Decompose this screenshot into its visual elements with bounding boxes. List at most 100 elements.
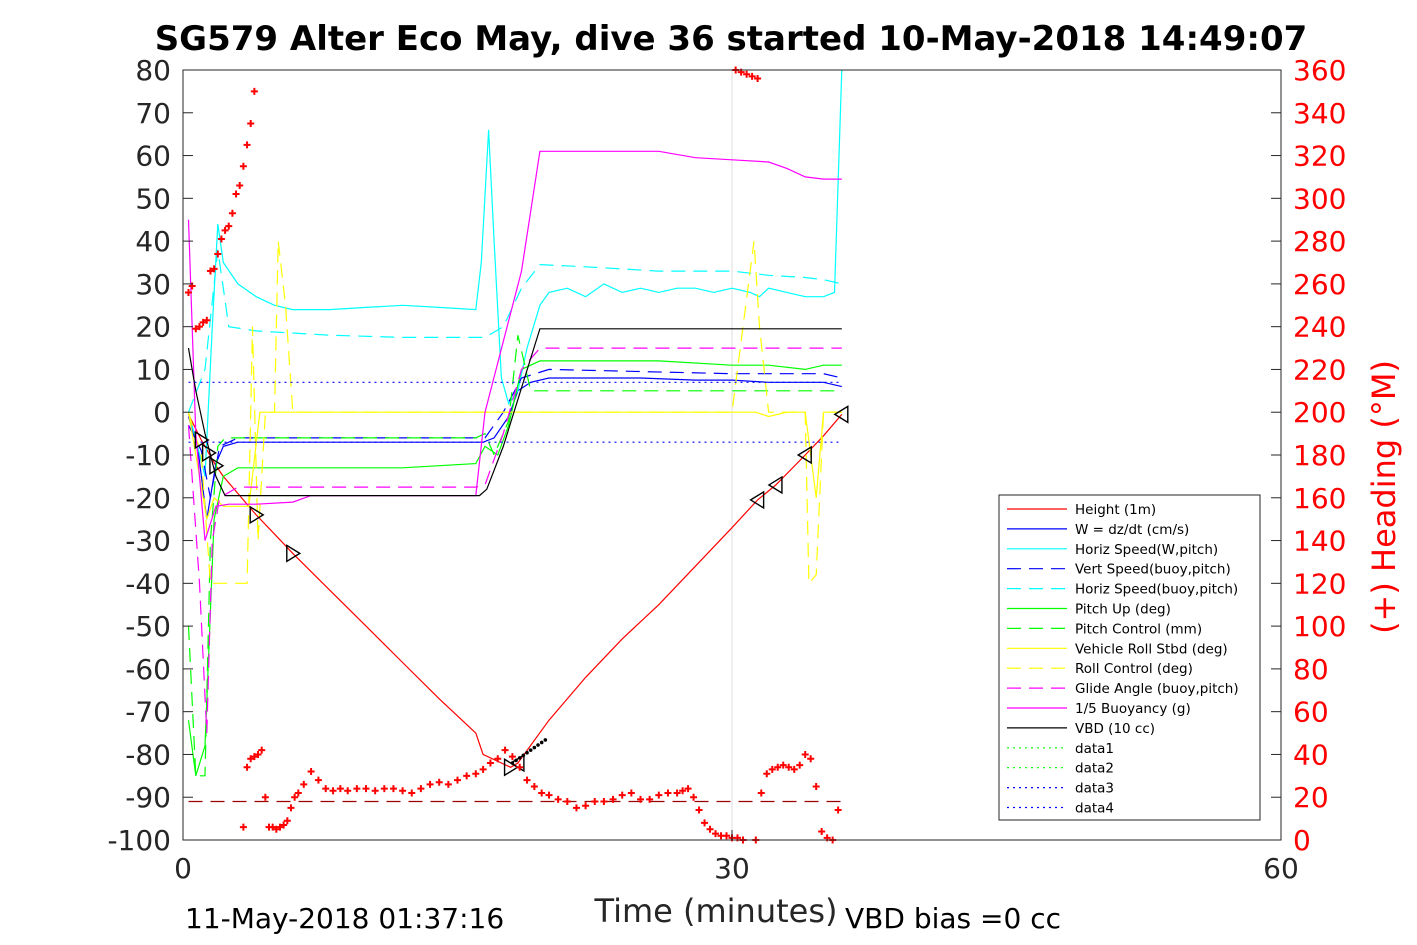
heading-point <box>472 770 480 778</box>
heading-point <box>199 318 207 326</box>
heading-point <box>818 827 826 835</box>
heading-point <box>214 250 222 258</box>
heading-point <box>380 785 388 793</box>
heading-point <box>538 789 546 797</box>
left-tick-label: -40 <box>125 567 171 600</box>
heading-point <box>454 776 461 784</box>
heading-point <box>774 763 782 771</box>
heading-point <box>225 222 233 230</box>
heading-point <box>516 763 524 771</box>
bottom-dot <box>528 748 533 752</box>
right-tick-label: 180 <box>1293 439 1346 472</box>
heading-point <box>261 793 269 801</box>
heading-point <box>389 785 397 793</box>
right-tick-label: 120 <box>1293 567 1346 600</box>
heading-point <box>508 753 516 761</box>
heading-point <box>344 787 352 795</box>
heading-point <box>609 795 617 803</box>
heading-point <box>269 823 277 831</box>
heading-point <box>572 804 580 812</box>
series-line-8 <box>187 241 842 585</box>
right-tick-label: 80 <box>1293 653 1329 686</box>
legend-label: Horiz Speed(W,pitch) <box>1075 542 1218 558</box>
left-tick-label: 20 <box>135 311 171 344</box>
series-line-6 <box>187 335 842 777</box>
heading-point <box>757 789 765 797</box>
heading-point <box>706 825 714 833</box>
heading-point <box>501 746 509 754</box>
legend-label: W = dz/dt (cm/s) <box>1075 522 1189 538</box>
legend-label: Vert Speed(buoy,pitch) <box>1075 562 1231 578</box>
legend-label: data3 <box>1075 781 1114 797</box>
heading-point <box>600 798 608 805</box>
bottom-dot <box>521 753 526 758</box>
right-tick-label: 40 <box>1293 738 1329 771</box>
heading-point <box>371 787 379 795</box>
height-marker <box>194 430 210 450</box>
left-tick-label: 40 <box>135 225 171 258</box>
heading-point <box>243 141 251 149</box>
heading-point <box>239 823 247 831</box>
heading-point <box>646 795 654 803</box>
right-axis-ticks: 3603403203002802602402202001801601401201… <box>1271 54 1346 857</box>
series-line-9 <box>187 347 842 734</box>
height-marker <box>201 443 217 463</box>
heading-point <box>184 288 192 296</box>
x-axis-ticks: 0 30 60 <box>174 830 1299 885</box>
heading-point <box>763 770 771 778</box>
heading-point <box>712 830 720 838</box>
series-line-3 <box>187 368 842 498</box>
heading-point <box>239 162 247 170</box>
left-tick-label: -80 <box>125 738 171 771</box>
heading-point <box>243 763 251 771</box>
heading-point <box>307 768 315 776</box>
bottom-dot <box>510 761 515 765</box>
right-tick-label: 360 <box>1293 54 1346 87</box>
heading-point <box>258 746 266 754</box>
height-marker <box>209 456 225 475</box>
heading-point <box>417 785 425 793</box>
heading-point <box>679 787 687 795</box>
heading-point <box>637 795 644 803</box>
right-tick-label: 140 <box>1293 525 1346 558</box>
height-marker <box>249 505 265 525</box>
heading-point <box>203 316 211 324</box>
bottom-dot <box>539 740 544 745</box>
heading-point <box>748 72 756 80</box>
heading-point <box>426 780 434 788</box>
series-line-11 <box>187 328 842 497</box>
heading-point <box>807 755 815 763</box>
heading-point <box>664 789 672 797</box>
height-marker <box>767 475 783 495</box>
heading-point <box>254 750 262 758</box>
heading-point <box>435 778 443 786</box>
legend-label: data4 <box>1075 801 1114 817</box>
heading-point <box>291 793 299 801</box>
heading-point <box>754 75 762 83</box>
heading-point <box>785 763 793 771</box>
heading-point <box>530 783 538 791</box>
heading-point <box>250 753 258 761</box>
heading-point <box>329 787 337 795</box>
heading-point <box>195 323 203 331</box>
left-tick-label: 10 <box>135 353 171 386</box>
series-line-0 <box>187 414 843 768</box>
legend-label: Pitch Control (mm) <box>1075 621 1202 637</box>
right-tick-label: 220 <box>1293 353 1346 386</box>
heading-point <box>684 785 692 793</box>
heading-point <box>463 772 471 780</box>
height-marker <box>749 490 765 510</box>
vbd-pitch-markers <box>194 405 849 777</box>
heading-point <box>796 761 804 769</box>
right-tick-label: 240 <box>1293 311 1346 344</box>
heading-point <box>479 765 487 773</box>
legend-label: VBD (10 cc) <box>1075 721 1155 737</box>
heading-point <box>563 798 571 805</box>
left-tick-label: 30 <box>135 268 171 301</box>
heading-point <box>408 789 416 797</box>
heading-point <box>247 119 255 127</box>
heading-point <box>206 267 214 275</box>
bottom-dot <box>525 750 529 755</box>
x-axis-label: Time (minutes) <box>594 892 838 930</box>
